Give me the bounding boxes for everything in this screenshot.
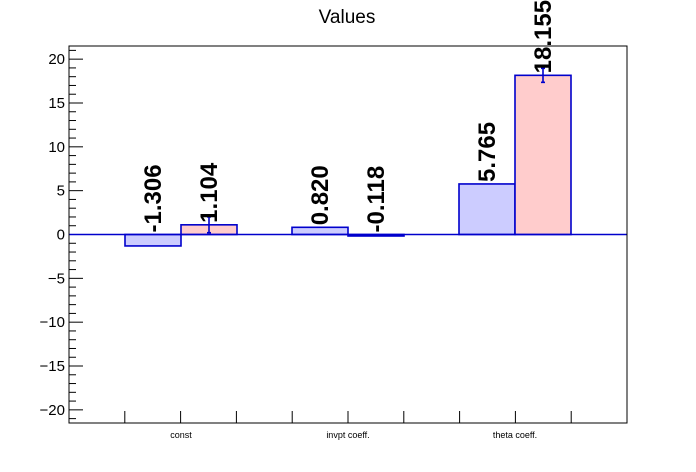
y-tick-label: −10	[40, 314, 65, 331]
data-label: 5.765	[474, 122, 501, 182]
chart-title: Values	[319, 7, 376, 28]
x-category-label: invpt coeff.	[326, 430, 369, 440]
y-tick-label: 10	[48, 139, 65, 156]
bar	[124, 233, 182, 247]
x-category-label: const	[170, 430, 192, 440]
bar	[458, 183, 516, 236]
y-tick-label: −15	[40, 358, 65, 375]
x-category-label: theta coeff.	[493, 430, 537, 440]
data-label: -0.118	[363, 166, 390, 233]
data-label: -1.306	[140, 164, 167, 232]
y-tick-label: 15	[48, 95, 65, 112]
data-label: 0.820	[307, 165, 334, 225]
y-tick-label: −20	[40, 402, 65, 419]
y-tick-label: 5	[57, 183, 65, 200]
plot-area: −20 −15 −10 −5 0 5 10 15 20 -1.306 0.820 5.765 1.104…	[40, 0, 627, 440]
y-tick-label: 20	[48, 51, 65, 68]
plot-frame	[68, 45, 628, 424]
data-label: 18.155	[530, 0, 557, 73]
data-label: 1.104	[196, 162, 223, 223]
bar	[291, 226, 349, 236]
y-tick-label: 0	[57, 227, 65, 244]
y-tick-label: −5	[48, 270, 65, 287]
bar	[514, 74, 572, 236]
